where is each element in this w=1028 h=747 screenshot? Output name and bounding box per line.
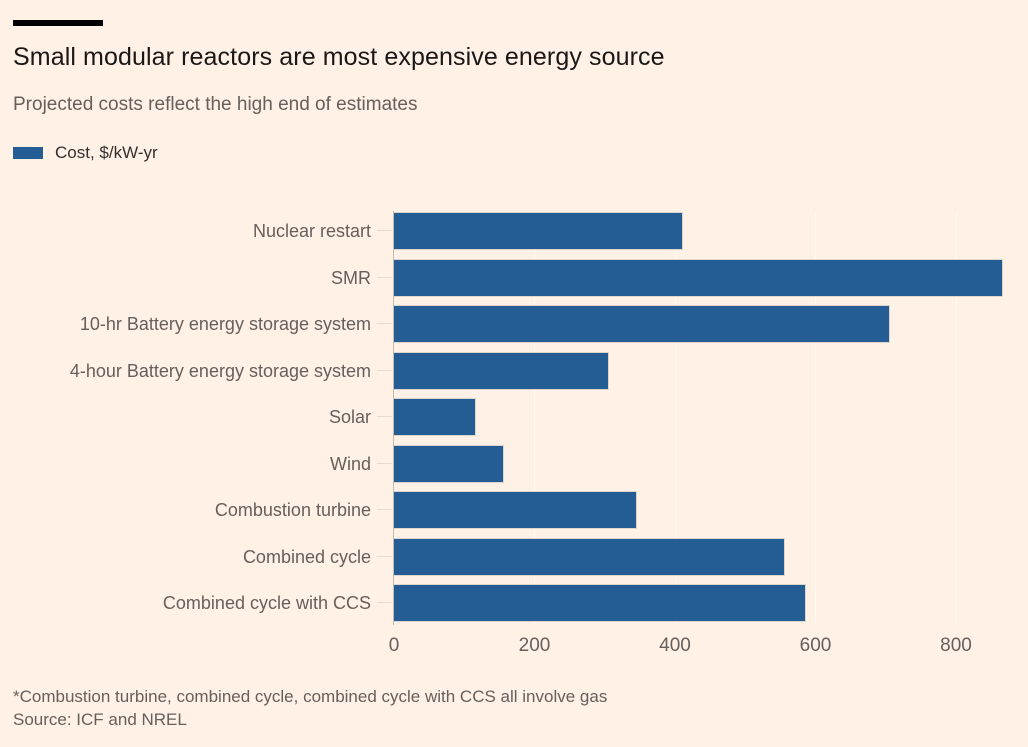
x-axis-tick-label: 400: [659, 635, 691, 656]
category-tick: [377, 462, 392, 464]
legend-label: Cost, $/kW-yr: [55, 143, 158, 162]
bar-10-hr-battery-energy-storage-system: [394, 306, 890, 342]
category-tick: [377, 230, 392, 231]
bar-wind: [394, 445, 503, 482]
category-label: Wind: [329, 453, 371, 474]
bar-chart: Nuclear restart SMR 10-hr Battery energy s…: [0, 211, 1028, 681]
legend-swatch-icon: [13, 147, 43, 159]
category-label: 10-hr Battery energy storage system: [79, 314, 371, 334]
category-tick: [377, 509, 392, 510]
bar-row: 4-hour Battery energy storage system: [0, 352, 1028, 389]
top-black-rule: [13, 20, 103, 26]
category-tick: [377, 369, 392, 371]
gridline-400: [674, 211, 676, 625]
bar-smr: [394, 259, 1002, 296]
bar-combined-cycle: [394, 538, 784, 575]
category-tick: [377, 555, 392, 557]
gridline-200: [534, 211, 536, 625]
bar-row: SMR: [0, 259, 1028, 296]
chart-subtitle: Projected costs reflect the high end of …: [13, 94, 418, 115]
x-axis-tick-label: 800: [940, 635, 972, 656]
chart-title: Small modular reactors are most expensiv…: [13, 43, 665, 71]
bar-nuclear-restart: [394, 213, 683, 249]
bar-row: 10-hr Battery energy storage system: [0, 306, 1028, 342]
x-axis-tick-label: 600: [799, 635, 832, 656]
gridline-800: [955, 211, 957, 625]
category-tick: [377, 323, 392, 324]
category-label: Solar: [328, 407, 371, 427]
legend: Cost, $/kW-yr: [13, 143, 158, 163]
bar-solar: [394, 399, 475, 435]
axis-baseline: [393, 211, 394, 625]
bar-row: Nuclear restart: [0, 213, 1028, 249]
category-label: Combined cycle with CCS: [162, 593, 371, 613]
category-label: Combined cycle: [242, 546, 371, 567]
category-label: 4-hour Battery energy storage system: [69, 360, 371, 381]
footnote: *Combustion turbine, combined cycle, com…: [13, 687, 608, 706]
bar-row: Combined cycle with CCS: [0, 585, 1028, 621]
category-tick: [377, 276, 392, 278]
bar-combined-cycle-with-ccs: [394, 585, 805, 621]
bar-row: Combined cycle: [0, 538, 1028, 575]
category-tick: [377, 416, 392, 417]
bar-combustion-turbine: [394, 492, 637, 528]
category-tick: [377, 602, 392, 603]
category-label: Combustion turbine: [214, 500, 371, 520]
x-axis-tick-label: 200: [518, 635, 551, 656]
category-label: SMR: [331, 267, 371, 288]
source-credit: Source: ICF and NREL: [13, 710, 187, 729]
bar-4-hour-battery-energy-storage-system: [394, 352, 609, 389]
bar-row: Solar: [0, 399, 1028, 435]
category-label: Nuclear restart: [252, 221, 371, 241]
gridline-600: [815, 211, 817, 625]
x-axis-tick-label: 0: [388, 635, 400, 656]
bar-row: Combustion turbine: [0, 492, 1028, 528]
bar-row: Wind: [0, 445, 1028, 482]
